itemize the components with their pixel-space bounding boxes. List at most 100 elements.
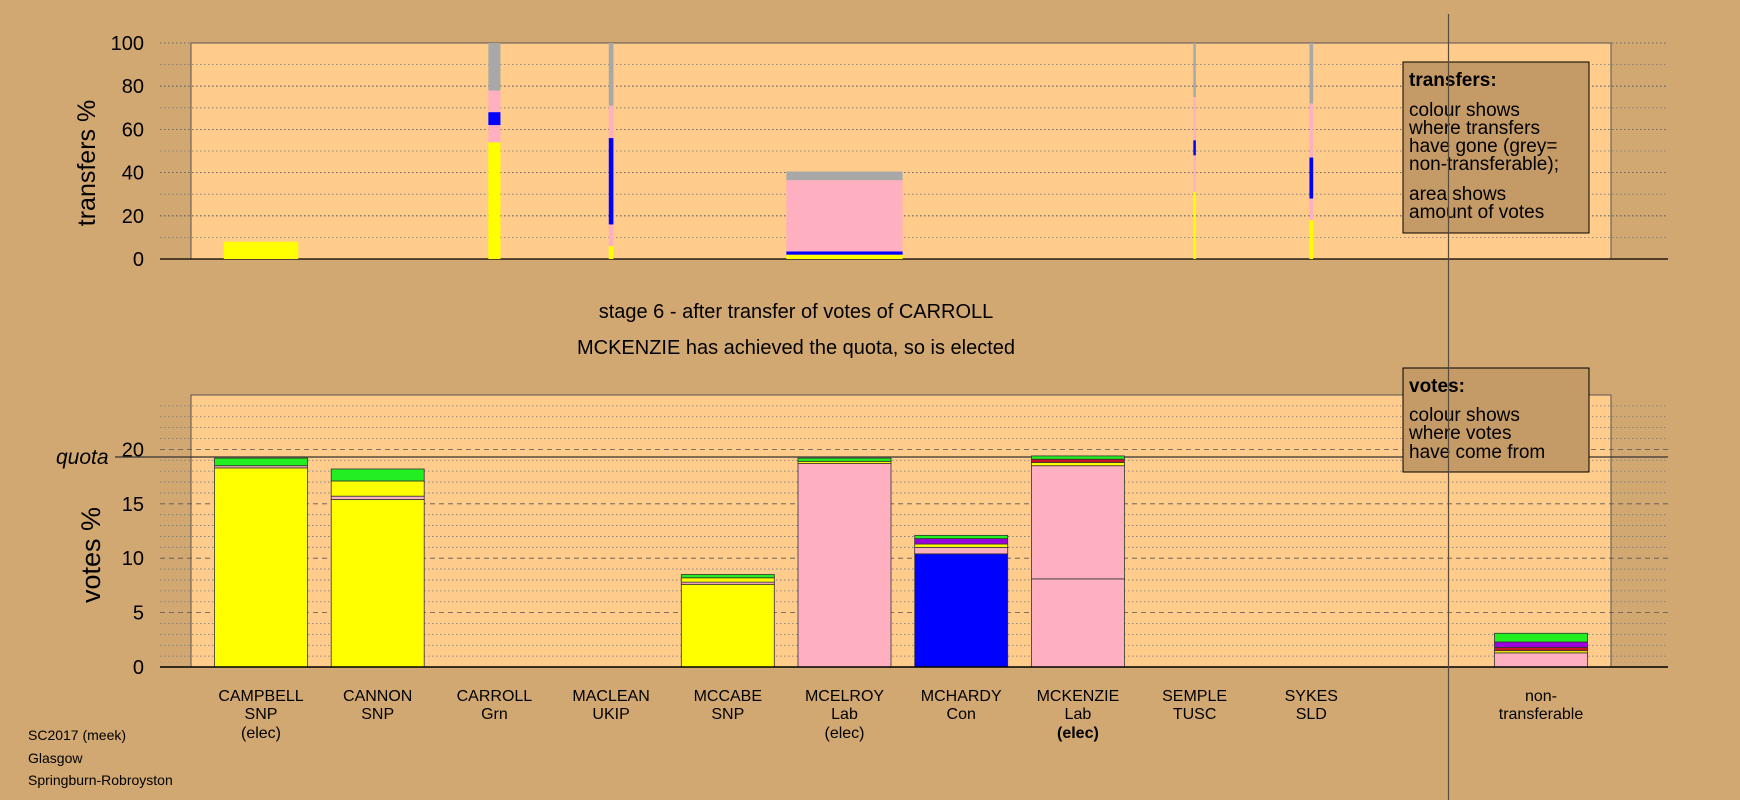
transfer-bar-segment	[1309, 43, 1314, 104]
candidate-status: (elec)	[241, 725, 281, 742]
vote-bar-segment	[914, 553, 1009, 668]
votes-tick-label: 5	[133, 603, 144, 625]
transfer-bar-segment	[488, 43, 501, 91]
transfer-bar-segment	[1309, 220, 1314, 259]
transfer-bar-segment	[488, 142, 501, 259]
candidate-party: UKIP	[592, 706, 629, 723]
vote-bar-segment	[330, 468, 425, 482]
candidate-name: CANNON	[343, 688, 412, 705]
transfers-legend-line: amount of votes	[1409, 202, 1544, 223]
votes-plot-area	[190, 394, 1612, 668]
footer-council: Glasgow	[28, 749, 83, 766]
vote-bar-segment	[330, 495, 425, 500]
transfer-bar-segment	[608, 105, 614, 139]
transfers-tick-label: 100	[111, 33, 144, 55]
stage-title: stage 6 - after transfer of votes of CAR…	[599, 301, 994, 323]
transfer-bar-segment	[608, 224, 614, 247]
transfers-tick-label: 40	[122, 163, 144, 185]
candidate-party: SNP	[711, 706, 744, 723]
transfers-legend-line: have gone (grey=	[1409, 136, 1557, 157]
footer-ward: Springburn-Robroyston	[28, 772, 173, 788]
transfer-bar-segment	[786, 254, 903, 259]
vote-bar-segment	[1031, 465, 1125, 580]
vote-bar-segment	[214, 467, 308, 668]
vote-bar-segment	[797, 463, 892, 668]
transfer-bar-segment	[1193, 192, 1196, 259]
vote-bar-segment	[680, 574, 775, 579]
transfers-tick-label: 60	[122, 119, 144, 141]
transfers-legend-line: non-transferable);	[1409, 154, 1559, 175]
candidate-party: SNP	[361, 706, 394, 723]
transfer-bar-segment	[488, 125, 501, 143]
candidate-party: Grn	[481, 706, 508, 723]
votes-legend: votes: colour shows where votes have com…	[1402, 367, 1590, 473]
vote-bar-segment	[914, 534, 1009, 540]
transfer-bar-segment	[1193, 140, 1196, 156]
nontransferable-bar-segment	[1494, 641, 1588, 648]
candidate-party: TUSC	[1173, 706, 1217, 723]
vote-bar-segment	[797, 457, 892, 462]
transfer-bar-segment	[608, 138, 614, 225]
candidate-name: MCELROY	[805, 688, 884, 705]
transfers-legend: transfers: colour shows where transfers …	[1402, 61, 1590, 234]
candidate-name: CARROLL	[457, 688, 533, 705]
transfer-bar-segment	[786, 251, 903, 255]
votes-tick-label: 15	[122, 494, 144, 516]
transfers-legend-line: colour shows	[1409, 100, 1520, 121]
votes-tick-label: 10	[122, 548, 144, 570]
vote-bar-segment	[214, 457, 308, 467]
votes-tick-label: 20	[122, 439, 144, 461]
vote-bar-segment	[1031, 458, 1125, 463]
transfer-bar-segment	[1309, 157, 1314, 199]
transfers-tick-label: 80	[122, 76, 144, 98]
vote-bar-segment	[1031, 462, 1125, 467]
transfer-bar-segment	[1193, 155, 1196, 193]
vote-bar-segment	[914, 538, 1009, 545]
nontransferable-label: transferable	[1499, 706, 1584, 723]
transfers-legend-title: transfers:	[1409, 70, 1497, 91]
nontransferable-bar-segment	[1494, 652, 1588, 668]
vote-bar-segment	[680, 577, 775, 583]
transfer-bar-segment	[1309, 103, 1314, 158]
transfers-y-axis-label: transfers %	[73, 100, 101, 226]
transfer-bar-segment	[1309, 198, 1314, 221]
nontransferable-bar-segment	[1494, 647, 1588, 652]
candidate-status: (elec)	[1057, 725, 1099, 742]
candidate-party: Lab	[1065, 706, 1092, 723]
footer-election: SC2017 (meek)	[28, 727, 127, 743]
candidate-party: Con	[947, 706, 976, 723]
candidate-name: MCHARDY	[921, 688, 1002, 705]
transfers-tick-label: 0	[133, 249, 144, 271]
transfer-bar-segment	[608, 246, 614, 259]
transfers-legend-line: area shows	[1409, 184, 1506, 205]
vote-bar-segment	[330, 480, 425, 497]
stage-subtitle: MCKENZIE has achieved the quota, so is e…	[577, 337, 1015, 359]
candidate-party: Lab	[831, 706, 858, 723]
vote-bar-segment	[330, 499, 425, 668]
nontransferable-bar-segment	[1494, 632, 1588, 643]
transfer-bar-segment	[786, 171, 903, 181]
candidate-party: SNP	[245, 706, 278, 723]
vote-bar-segment	[1031, 578, 1125, 668]
vote-bar-segment	[680, 583, 775, 668]
votes-legend-title: votes:	[1409, 376, 1465, 397]
candidate-name: CAMPBELL	[218, 688, 303, 705]
transfer-bar-segment	[786, 180, 903, 252]
footer-info: SC2017 (meek) Glasgow Springburn-Robroys…	[28, 724, 173, 792]
transfers-tick-label: 20	[122, 206, 144, 228]
transfer-bar-segment	[488, 112, 501, 126]
votes-tick-label: 0	[133, 657, 144, 679]
votes-legend-line: have come from	[1409, 442, 1545, 463]
candidate-name: SEMPLE	[1162, 688, 1227, 705]
candidate-name: MCCABE	[694, 688, 762, 705]
quota-label: quota	[56, 446, 109, 469]
vote-bar-segment	[914, 543, 1009, 548]
transfer-bar-segment	[488, 90, 501, 113]
votes-legend-line: colour shows	[1409, 405, 1520, 426]
transfer-bar-segment	[608, 43, 614, 106]
transfer-bar-segment	[1193, 97, 1196, 141]
candidate-status: (elec)	[824, 725, 864, 742]
votes-y-axis-label: votes %	[76, 507, 106, 603]
